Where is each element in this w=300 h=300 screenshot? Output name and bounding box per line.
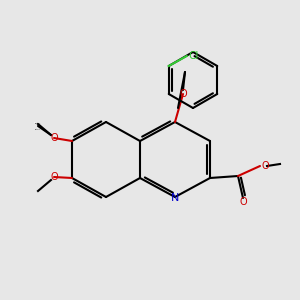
Text: Cl: Cl <box>189 51 199 61</box>
Text: O: O <box>239 197 247 207</box>
Text: O: O <box>179 89 187 99</box>
Text: methoxy: methoxy <box>34 122 40 123</box>
Text: O: O <box>50 133 58 143</box>
Text: methoxy: methoxy <box>35 129 41 130</box>
Text: O: O <box>262 161 270 171</box>
Text: N: N <box>171 193 179 203</box>
Text: methoxy: methoxy <box>35 123 41 124</box>
Text: O: O <box>50 172 58 182</box>
